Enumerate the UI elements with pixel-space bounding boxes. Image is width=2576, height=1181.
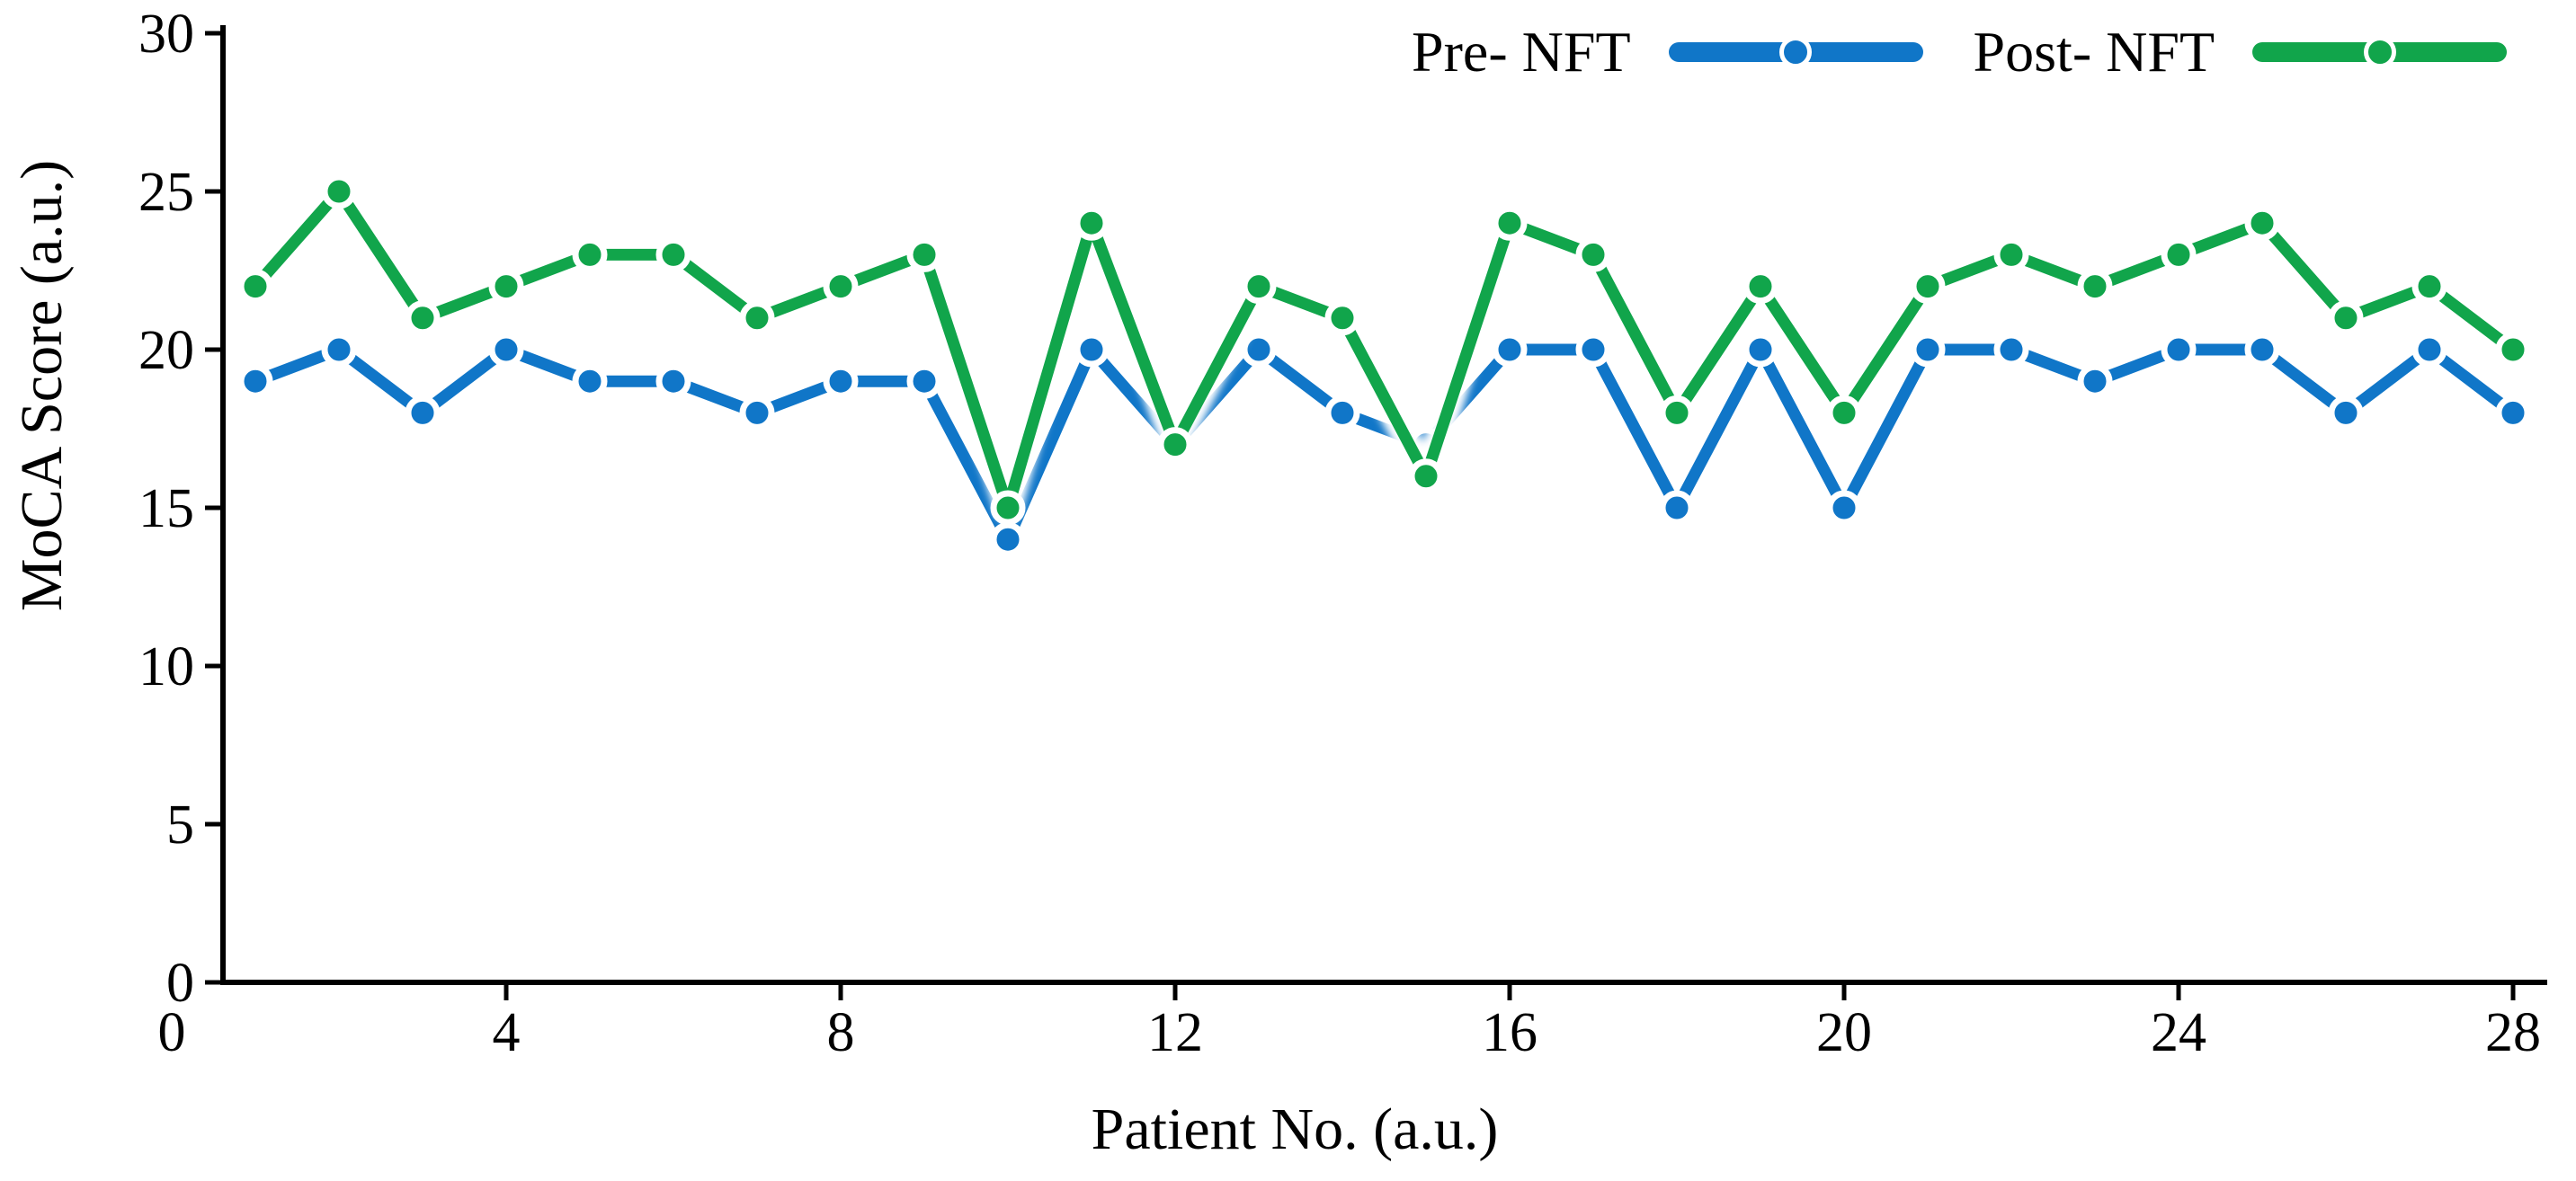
data-point-16: [1492, 205, 1528, 241]
data-point-13: [1241, 269, 1277, 305]
data-point-14: [1324, 395, 1360, 431]
data-point-27: [2411, 269, 2447, 305]
data-point-20: [1826, 395, 1862, 431]
y-tick-label-0: 0: [166, 953, 194, 1014]
data-point-24: [2161, 332, 2197, 368]
legend-label-post: Post- NFT: [1973, 20, 2215, 84]
y-tick-label-20: 20: [138, 320, 194, 381]
data-point-5: [572, 363, 608, 399]
data-point-27: [2411, 332, 2447, 368]
data-point-6: [655, 363, 691, 399]
data-point-11: [1074, 332, 1110, 368]
data-point-4: [488, 269, 524, 305]
data-point-2: [321, 173, 357, 209]
y-tick-label-25: 25: [138, 162, 194, 223]
x-tick-label-12: 12: [1147, 1002, 1203, 1063]
x-tick-label-8: 8: [827, 1002, 855, 1063]
data-point-1: [237, 363, 273, 399]
legend-label-pre: Pre- NFT: [1412, 20, 1631, 84]
series-line: [249, 343, 2519, 546]
data-point-17: [1575, 332, 1611, 368]
series-line: [249, 185, 2519, 514]
data-point-22: [1993, 332, 2029, 368]
legend-item-post: Post- NFT: [1974, 7, 2508, 97]
legend-item-pre: Pre- NFT: [1412, 7, 1923, 97]
data-point-13: [1241, 332, 1277, 368]
data-point-17: [1575, 236, 1611, 272]
y-tick-label-5: 5: [166, 795, 194, 856]
data-point-2: [321, 332, 357, 368]
legend: Pre- NFT Post- NFT: [1412, 7, 2508, 97]
data-point-10: [990, 490, 1026, 526]
x-tick-label-24: 24: [2151, 1002, 2206, 1063]
legend-marker-post-icon: [2363, 36, 2396, 68]
data-point-14: [1324, 300, 1360, 336]
data-point-5: [572, 236, 608, 272]
data-point-23: [2077, 269, 2113, 305]
legend-marker-pre-icon: [1779, 36, 1813, 68]
data-point-6: [655, 236, 691, 272]
x-tick-label-28: 28: [2485, 1002, 2541, 1063]
series-post-nft: [237, 173, 2531, 526]
y-tick-label-10: 10: [138, 636, 194, 697]
legend-line-pre-swatch: [1668, 36, 1923, 68]
data-point-22: [1993, 236, 2029, 272]
data-point-11: [1074, 205, 1110, 241]
data-point-8: [823, 269, 859, 305]
y-axis-title: MoCA Score (a.u.): [9, 159, 75, 612]
data-point-7: [739, 395, 775, 431]
data-point-12: [1157, 427, 1193, 463]
axes: 0 5 10 15 20 25 30 0 4 8 12 16 20 24 28: [138, 4, 2547, 1063]
data-point-19: [1743, 332, 1778, 368]
data-point-25: [2244, 332, 2280, 368]
x-axis-title: Patient No. (a.u.): [1091, 1097, 1499, 1162]
data-point-26: [2328, 395, 2364, 431]
data-point-19: [1743, 269, 1778, 305]
data-point-7: [739, 300, 775, 336]
data-point-3: [405, 300, 441, 336]
data-point-28: [2495, 395, 2531, 431]
data-point-9: [906, 363, 942, 399]
data-point-21: [1910, 269, 1946, 305]
data-point-26: [2328, 300, 2364, 336]
data-point-23: [2077, 363, 2113, 399]
data-series: [237, 173, 2531, 557]
series-pre-nft: [237, 332, 2531, 557]
data-point-8: [823, 363, 859, 399]
legend-line-post-swatch: [2252, 36, 2508, 68]
data-point-10: [990, 521, 1026, 557]
data-point-4: [488, 332, 524, 368]
data-point-21: [1910, 332, 1946, 368]
x-tick-label-4: 4: [493, 1002, 521, 1063]
data-point-24: [2161, 236, 2197, 272]
data-point-28: [2495, 332, 2531, 368]
x-tick-label-20: 20: [1816, 1002, 1872, 1063]
data-point-3: [405, 395, 441, 431]
data-point-1: [237, 269, 273, 305]
data-point-9: [906, 236, 942, 272]
data-point-15: [1408, 458, 1444, 494]
x-tick-label-16: 16: [1482, 1002, 1538, 1063]
data-point-25: [2244, 205, 2280, 241]
y-tick-label-30: 30: [138, 4, 194, 65]
x-tick-label-0: 0: [158, 1002, 186, 1063]
data-point-16: [1492, 332, 1528, 368]
data-point-18: [1659, 395, 1695, 431]
data-point-18: [1659, 490, 1695, 526]
y-tick-label-15: 15: [138, 478, 194, 539]
data-point-20: [1826, 490, 1862, 526]
